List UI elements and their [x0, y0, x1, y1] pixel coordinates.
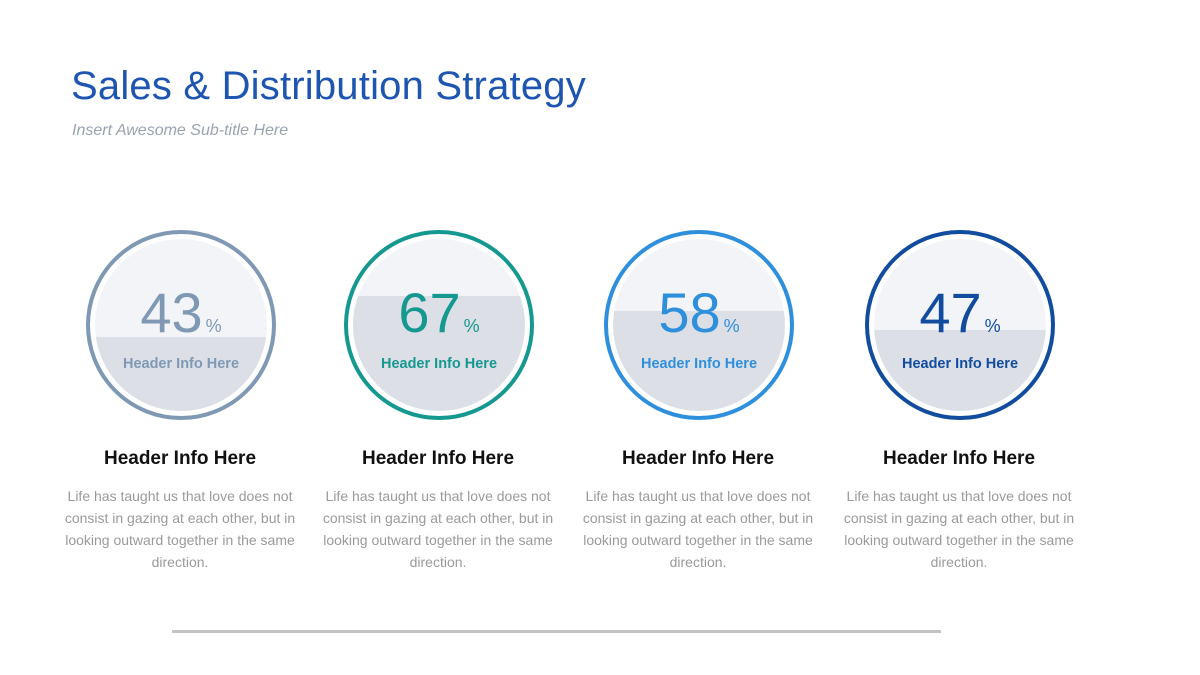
progress-ring-inner: 58% Header Info Here — [613, 239, 785, 411]
stat-description: Life has taught us that love does not co… — [64, 488, 296, 570]
stat-description: Life has taught us that love does not co… — [582, 488, 814, 570]
stat-card-1: 43% Header Info Here Header Info Here Li… — [50, 230, 310, 590]
stat-heading: Header Info Here — [103, 448, 257, 469]
percent-number: 67 — [398, 281, 461, 344]
stat-heading: Header Info Here — [621, 448, 775, 469]
progress-ring-inner: 43% Header Info Here — [95, 239, 267, 411]
ring-label: Header Info Here — [901, 356, 1019, 372]
stat-heading: Header Info Here — [361, 448, 515, 469]
slide-subtitle: Insert Awesome Sub-title Here — [72, 122, 289, 139]
percent-sign: % — [463, 316, 480, 336]
stat-card-3: 58% Header Info Here Header Info Here Li… — [568, 230, 828, 590]
ring-label: Header Info Here — [640, 356, 758, 372]
stat-description: Life has taught us that love does not co… — [322, 488, 554, 570]
percent-value: 67% — [353, 283, 525, 343]
percent-sign: % — [984, 316, 1001, 336]
percent-number: 43 — [140, 281, 203, 344]
progress-ring-inner: 67% Header Info Here — [353, 239, 525, 411]
progress-ring: 47% Header Info Here — [865, 230, 1055, 420]
stat-card-2: 67% Header Info Here Header Info Here Li… — [308, 230, 568, 590]
percent-number: 47 — [919, 281, 982, 344]
progress-ring: 43% Header Info Here — [86, 230, 276, 420]
slide-title: Sales & Distribution Strategy — [71, 64, 586, 108]
progress-fill — [95, 337, 267, 411]
percent-value: 43% — [95, 283, 267, 343]
stat-card-4: 47% Header Info Here Header Info Here Li… — [829, 230, 1089, 590]
progress-fill — [874, 330, 1046, 411]
percent-number: 58 — [658, 281, 721, 344]
bottom-divider — [172, 630, 941, 633]
progress-ring: 67% Header Info Here — [344, 230, 534, 420]
percent-value: 47% — [874, 283, 1046, 343]
percent-value: 58% — [613, 283, 785, 343]
stat-description: Life has taught us that love does not co… — [843, 488, 1075, 570]
ring-label: Header Info Here — [122, 356, 240, 372]
stat-heading: Header Info Here — [882, 448, 1036, 469]
percent-sign: % — [205, 316, 222, 336]
progress-fill — [353, 295, 525, 411]
progress-ring: 58% Header Info Here — [604, 230, 794, 420]
progress-fill — [613, 311, 785, 411]
progress-ring-inner: 47% Header Info Here — [874, 239, 1046, 411]
ring-label: Header Info Here — [380, 356, 498, 372]
percent-sign: % — [723, 316, 740, 336]
